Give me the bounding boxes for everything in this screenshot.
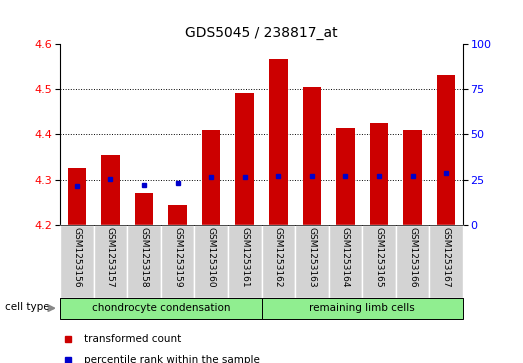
Bar <box>262 225 295 298</box>
Text: GSM1253167: GSM1253167 <box>441 227 451 288</box>
Bar <box>67 168 86 225</box>
Bar <box>336 127 355 225</box>
Bar <box>370 123 388 225</box>
Bar <box>60 298 262 319</box>
Text: GSM1253160: GSM1253160 <box>207 227 215 288</box>
Bar <box>362 225 396 298</box>
Text: GSM1253162: GSM1253162 <box>274 227 283 288</box>
Bar <box>202 130 220 225</box>
Bar <box>262 298 463 319</box>
Bar <box>127 225 161 298</box>
Bar <box>60 225 94 298</box>
Text: chondrocyte condensation: chondrocyte condensation <box>92 303 230 313</box>
Text: remaining limb cells: remaining limb cells <box>309 303 415 313</box>
Text: percentile rank within the sample: percentile rank within the sample <box>84 355 260 363</box>
Bar <box>269 60 288 225</box>
Text: GSM1253157: GSM1253157 <box>106 227 115 288</box>
Bar <box>429 225 463 298</box>
Text: GSM1253164: GSM1253164 <box>341 227 350 288</box>
Text: transformed count: transformed count <box>84 334 181 344</box>
Bar <box>396 225 429 298</box>
Text: GSM1253165: GSM1253165 <box>374 227 383 288</box>
Text: GSM1253161: GSM1253161 <box>240 227 249 288</box>
Bar <box>303 87 321 225</box>
Bar <box>94 225 127 298</box>
Bar <box>295 225 328 298</box>
Bar <box>161 225 195 298</box>
Text: GSM1253156: GSM1253156 <box>72 227 82 288</box>
Text: GSM1253158: GSM1253158 <box>140 227 149 288</box>
Text: GSM1253163: GSM1253163 <box>308 227 316 288</box>
Text: cell type: cell type <box>5 302 50 312</box>
Bar <box>437 75 456 225</box>
Bar <box>168 205 187 225</box>
Bar <box>235 93 254 225</box>
Text: GSM1253166: GSM1253166 <box>408 227 417 288</box>
Bar <box>228 225 262 298</box>
Bar <box>328 225 362 298</box>
Title: GDS5045 / 238817_at: GDS5045 / 238817_at <box>185 26 338 40</box>
Bar <box>403 130 422 225</box>
Bar <box>195 225 228 298</box>
Text: GSM1253159: GSM1253159 <box>173 227 182 288</box>
Bar <box>135 193 153 225</box>
Bar <box>101 155 120 225</box>
